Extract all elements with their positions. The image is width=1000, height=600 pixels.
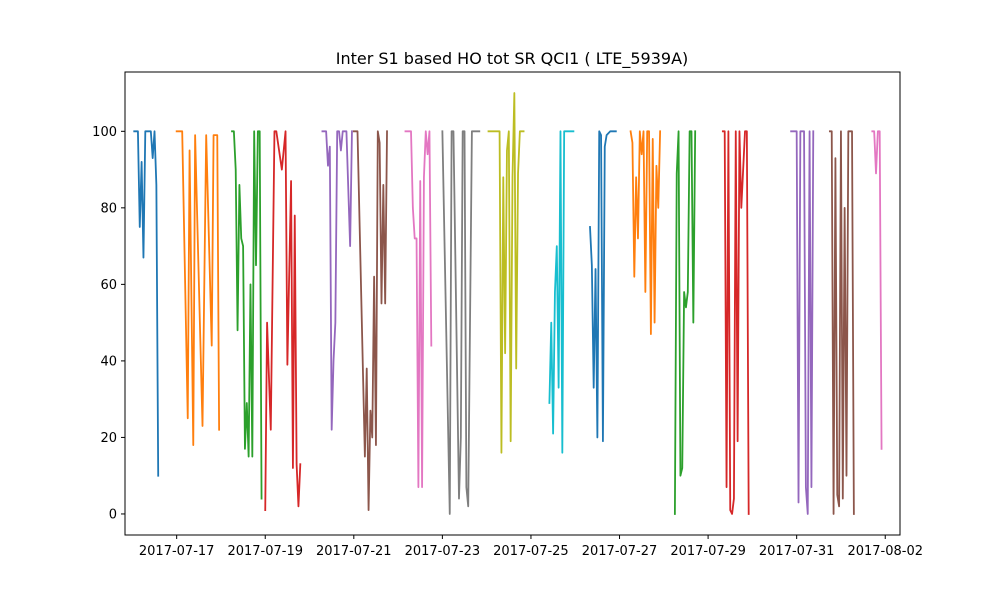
chart-title: Inter S1 based HO tot SR QCI1 ( LTE_5939… [336, 49, 689, 69]
y-tick-label: 20 [100, 431, 117, 446]
series-line-13 [673, 130, 697, 515]
x-tick-label: 2017-07-25 [493, 544, 569, 559]
x-tick-label: 2017-07-27 [582, 544, 658, 559]
axes-layer: 0 20 40 60 80 100 2017-07-17 2017-07-19 2017-07-… [92, 71, 923, 559]
y-tick-label: 100 [92, 125, 117, 140]
series-line-3 [231, 130, 263, 500]
y-tick-label: 0 [109, 507, 117, 522]
x-tick-label: 2017-07-23 [405, 544, 481, 559]
series-line-7 [404, 130, 433, 489]
series-line-8 [441, 130, 481, 515]
series-line-1 [133, 130, 160, 477]
series-line-17 [871, 130, 883, 450]
series-line-10 [548, 130, 575, 454]
plot-frame [124, 71, 901, 536]
x-tick-label: 2017-07-19 [227, 544, 303, 559]
series-line-4 [264, 130, 302, 512]
x-tick-label: 2017-07-31 [759, 544, 835, 559]
y-tick-label: 80 [100, 201, 117, 216]
x-tick-label: 2017-07-29 [670, 544, 746, 559]
y-tick-label: 60 [100, 278, 117, 293]
series-line-2 [175, 130, 221, 446]
series-line-15 [790, 130, 815, 515]
y-tick-label: 40 [100, 354, 117, 369]
series-layer [133, 92, 883, 515]
series-line-9 [487, 92, 525, 454]
series-line-16 [828, 130, 855, 515]
series-line-6 [352, 130, 388, 512]
series-line-12 [629, 130, 662, 336]
x-tick-label: 2017-08-02 [847, 544, 923, 559]
series-line-5 [321, 130, 353, 431]
x-tick-label: 2017-07-21 [316, 544, 392, 559]
series-line-11 [589, 130, 617, 443]
x-tick-label: 2017-07-17 [139, 544, 215, 559]
series-line-14 [721, 130, 750, 515]
